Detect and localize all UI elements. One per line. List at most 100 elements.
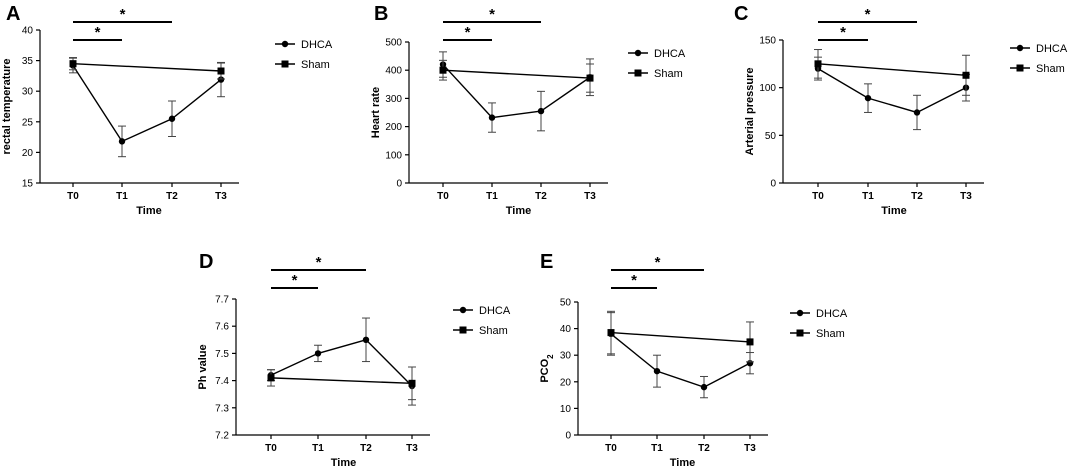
panel-b-sham-point: [586, 74, 594, 82]
panel-c-letter: C: [734, 3, 748, 25]
panel-e-sig-star: *: [631, 272, 637, 289]
panel-d: D 7.2 7.3 7.4 7.5 7.6 7.7 T0 T1 T2 T3 Time Ph value *…: [197, 251, 511, 469]
panel-a-ytick-label: 30: [22, 87, 34, 98]
panel-b-sig-star: *: [489, 6, 495, 23]
panel-b-ytick-label: 300: [385, 94, 402, 105]
panel-e-xlabel: Time: [670, 457, 695, 469]
panel-c-ytick-label: 0: [770, 179, 776, 190]
panel-b-sham-line: [442, 69, 591, 79]
panel-a-dhca-point: [217, 76, 225, 83]
panel-b-dhca-legend-label: DHCA: [654, 48, 686, 60]
panel-d-sig-star: *: [316, 254, 322, 271]
panel-d-ytick-label: 7.7: [215, 295, 229, 306]
panel-c-dhca-point: [864, 94, 872, 102]
panel-d-sham-legend-label: Sham: [479, 325, 508, 337]
panel-c-xtick-label: T3: [960, 191, 972, 202]
panel-b-sham-point: [439, 66, 447, 74]
panel-e-ytick-label: 40: [560, 324, 572, 335]
panel-c-sham-point: [814, 60, 822, 68]
panel-e-dhca-point: [653, 367, 661, 375]
panel-d-ylabel: Ph value: [197, 344, 209, 389]
panel-e-sham-point: [607, 329, 615, 337]
panel-d-dhca-legend-marker: [459, 306, 467, 314]
panel-e-ytick-label: 0: [565, 431, 571, 442]
panel-e-ytick-label: 50: [560, 298, 572, 309]
panel-e-xtick-label: T0: [605, 443, 617, 454]
panel-b-xlabel: Time: [506, 205, 531, 217]
panel-d-dhca-legend-label: DHCA: [479, 305, 511, 317]
panel-b-sham-legend-marker: [634, 69, 642, 77]
panel-a-dhca-point: [168, 115, 176, 122]
panel-e-sig-star: *: [655, 254, 661, 271]
panel-e-ylabel: PCO2: [539, 354, 555, 383]
panel-a-xtick-label: T1: [116, 191, 128, 202]
panel-b-xtick-label: T1: [486, 191, 498, 202]
panel-c-sham-legend-marker: [1016, 64, 1024, 72]
panel-d-xlabel: Time: [331, 457, 356, 469]
panel-b-dhca-legend-marker: [634, 49, 642, 57]
panel-d-dhca-point: [314, 350, 322, 357]
panel-e-sham-line: [610, 331, 751, 343]
panel-e-letter: E: [540, 251, 553, 273]
panel-e-sham-legend-marker: [796, 329, 804, 337]
panel-e-xtick-label: T2: [698, 443, 710, 454]
panel-e-xtick-label: T3: [744, 443, 756, 454]
panel-c-sham-point: [962, 71, 970, 79]
panel-c-ylabel: Arterial pressure: [744, 67, 756, 155]
panel-a-sig-star: *: [120, 6, 126, 23]
panel-b-xtick-label: T3: [584, 191, 596, 202]
panel-a-dhca-line: [72, 65, 222, 143]
panel-b-dhca-point: [488, 114, 496, 121]
panel-d-sham-point: [267, 374, 275, 382]
panel-d-ytick-label: 7.3: [215, 403, 229, 414]
panel-d-sham-point: [408, 379, 416, 387]
panel-c-ytick-label: 50: [765, 131, 777, 142]
panel-c-dhca-point: [913, 109, 921, 116]
panel-b: B 0 100 200 300 400 500 T0 T1 T2 T3 Time Heart rate *…: [370, 3, 686, 217]
panel-b-ytick-label: 0: [396, 179, 402, 190]
panel-d-sig-star: *: [292, 272, 298, 289]
panel-c-sham-line: [817, 63, 967, 76]
panel-e-sham-legend-label: Sham: [816, 328, 845, 340]
panel-e-sham-point: [746, 338, 754, 346]
panel-e-xtick-label: T1: [651, 443, 663, 454]
panel-d-dhca-line: [270, 339, 413, 387]
panel-c-ytick-label: 150: [759, 36, 776, 47]
panel-d-xtick-label: T3: [406, 443, 418, 454]
panel-b-dhca-point: [537, 107, 545, 115]
panel-a-ytick-label: 40: [22, 26, 34, 37]
panel-e-dhca-line: [610, 333, 751, 388]
panel-a-ytick-label: 25: [22, 117, 34, 128]
panel-c-xlabel: Time: [881, 205, 906, 217]
panel-a-dhca-legend-marker: [281, 40, 289, 48]
panel-a-sham-line: [72, 62, 222, 72]
panel-e-ytick-label: 10: [560, 404, 572, 415]
panel-b-ytick-label: 400: [385, 66, 402, 77]
panel-e-dhca-legend-label: DHCA: [816, 308, 848, 320]
panel-d-xtick-label: T0: [265, 443, 277, 454]
panel-b-ytick-label: 200: [385, 122, 402, 133]
panel-c: C 0 50 100 150 T0 T1 T2 T3 Time Arterial pressure *…: [734, 3, 1068, 217]
panel-d-ytick-label: 7.5: [215, 349, 229, 360]
panel-e-dhca-legend-marker: [796, 309, 804, 317]
panel-b-xtick-label: T2: [535, 191, 547, 202]
panel-d-xtick-label: T1: [312, 443, 324, 454]
panel-e-ytick-label: 30: [560, 351, 572, 362]
panel-a-sham-point: [217, 67, 225, 75]
panel-b-sig-star: *: [465, 24, 471, 41]
panel-a-ytick-label: 15: [22, 179, 34, 190]
panel-e: E 0 10 20 30 40 50 T0 T1 T2 T3 Time PCO2 * * DHCA Sham: [539, 251, 848, 469]
panel-a-sham-legend-marker: [281, 60, 289, 68]
panel-b-dhca-line: [442, 64, 591, 119]
panel-a-letter: A: [6, 3, 20, 25]
panel-e-dhca-point: [700, 383, 708, 391]
panel-b-letter: B: [374, 3, 388, 25]
panel-a-xtick-label: T0: [67, 191, 79, 202]
panel-a-xtick-label: T2: [166, 191, 178, 202]
panel-a-sham-legend-label: Sham: [301, 59, 330, 71]
panel-d-dhca-point: [362, 336, 370, 343]
panel-c-xtick-label: T2: [911, 191, 923, 202]
panel-d-xtick-label: T2: [360, 443, 372, 454]
panel-b-xtick-label: T0: [437, 191, 449, 202]
